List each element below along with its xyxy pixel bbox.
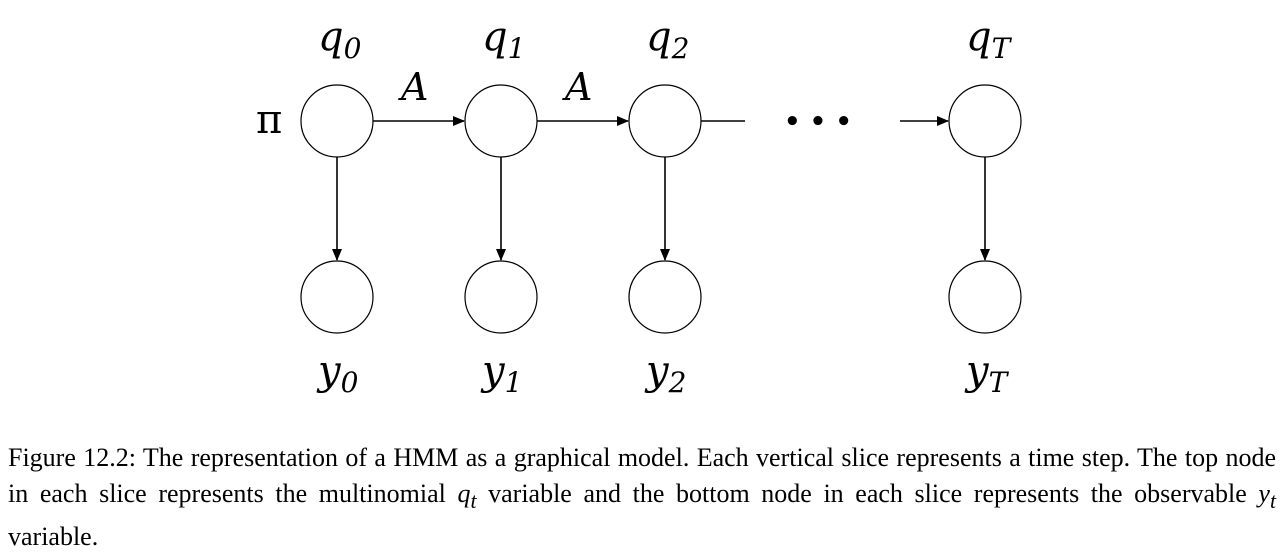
caption-text-1: Figure 12.2: The representation of a HMM… [8, 443, 1276, 508]
observed-node-T [948, 260, 1022, 334]
caption-var-y: y [1258, 479, 1270, 508]
observed-node-1 [464, 260, 538, 334]
hidden-node-2 [628, 84, 702, 158]
observed-label-1: y1 [480, 348, 522, 399]
hidden-label-0: q0 [318, 14, 361, 65]
observed-node-0 [300, 260, 374, 334]
hidden-label-T: qT [966, 14, 1013, 65]
figure-caption: Figure 12.2: The representation of a HMM… [8, 440, 1276, 555]
observed-label-2: y2 [644, 348, 686, 399]
hmm-graphical-model: π • • • A A q0 q1 q2 qT y0 y1 y2 yT [256, 14, 1022, 399]
caption-sub-q: t [470, 489, 477, 514]
hidden-node-T [948, 84, 1022, 158]
hidden-label-2: q2 [646, 14, 689, 65]
observed-label-0: y0 [316, 348, 358, 399]
observed-node-2 [628, 260, 702, 334]
transition-label-2: A [562, 65, 592, 109]
transition-label-1: A [398, 65, 428, 109]
caption-text-2: variable and the bottom node in each sli… [476, 479, 1259, 508]
hidden-node-0 [300, 84, 374, 158]
hidden-node-1 [464, 84, 538, 158]
observed-label-T: yT [964, 348, 1010, 399]
caption-sub-y: t [1269, 489, 1276, 514]
caption-text-3: variable. [8, 522, 99, 552]
ellipsis: • • • [784, 107, 852, 137]
hidden-label-1: q1 [482, 14, 525, 65]
prior-label: π [256, 97, 282, 143]
caption-var-q: q [457, 479, 471, 508]
